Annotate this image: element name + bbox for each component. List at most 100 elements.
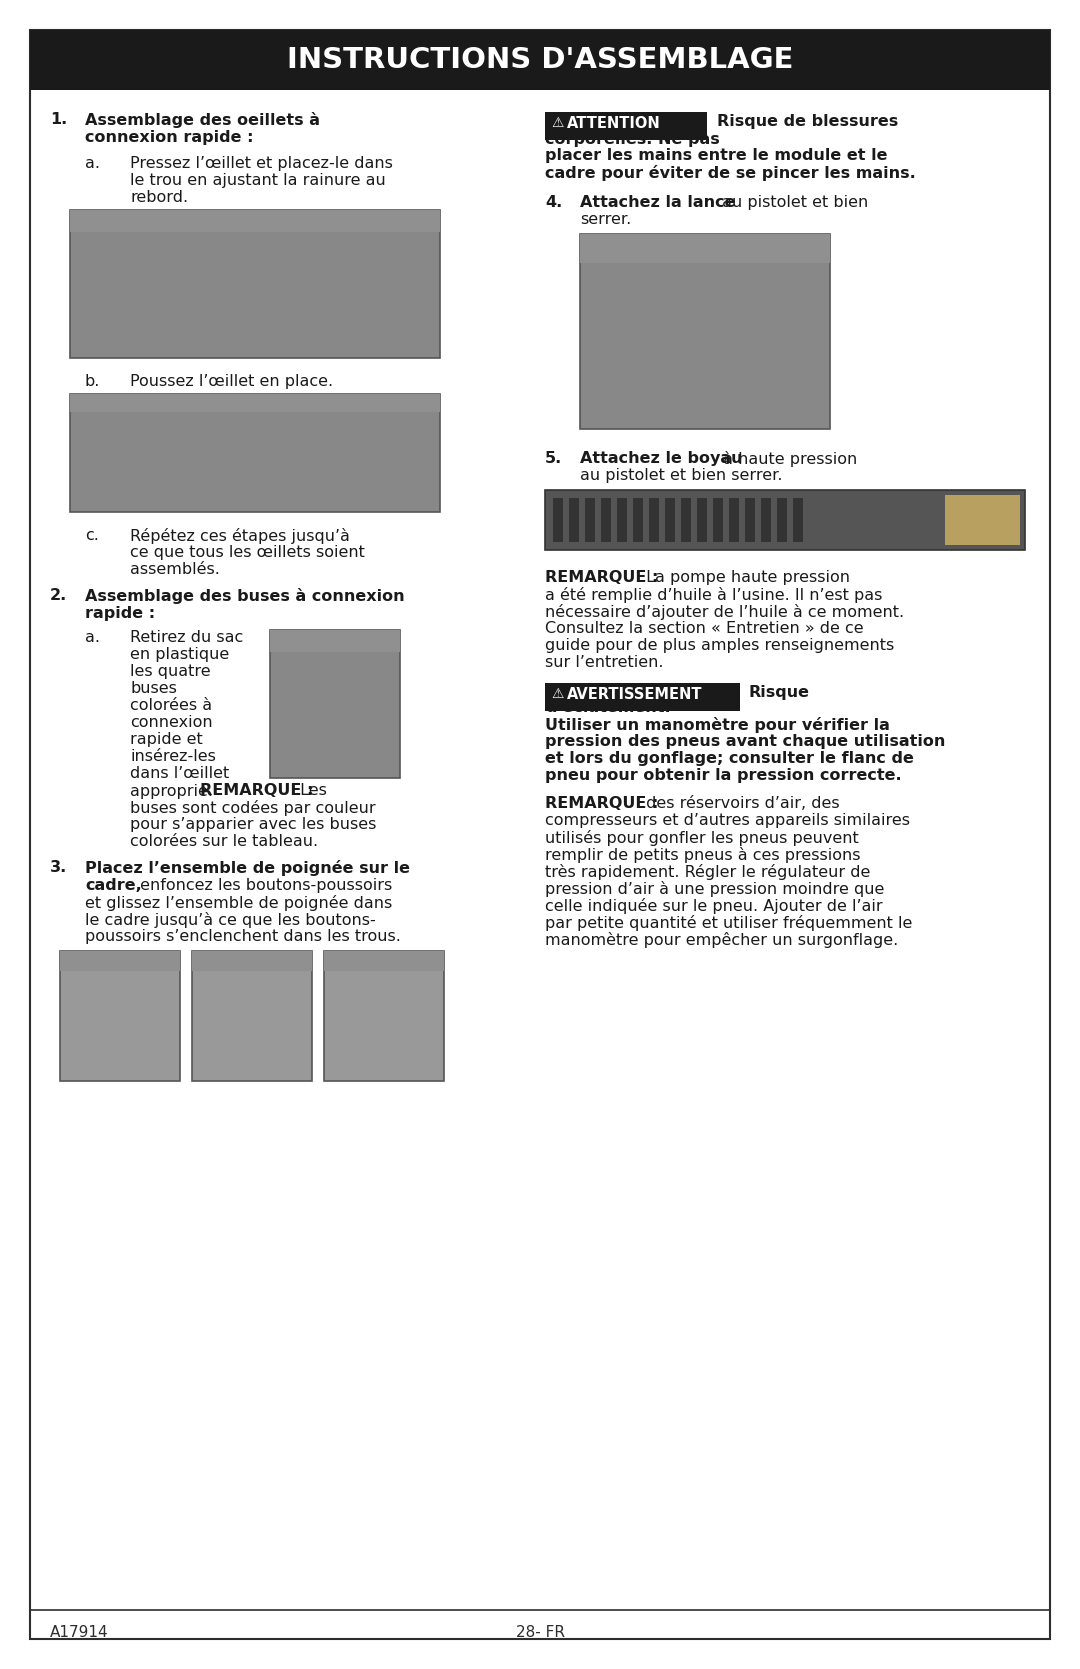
- Text: 28- FR: 28- FR: [515, 1626, 565, 1641]
- Text: dans l’œillet: dans l’œillet: [130, 766, 229, 781]
- Bar: [70, 210, 440, 357]
- Text: connexion rapide :: connexion rapide :: [85, 130, 254, 145]
- Bar: [761, 497, 771, 542]
- Text: pour s’apparier avec les buses: pour s’apparier avec les buses: [130, 818, 376, 833]
- Text: colorées sur le tableau.: colorées sur le tableau.: [130, 834, 319, 850]
- Text: Pressez l’œillet et placez-le dans: Pressez l’œillet et placez-le dans: [130, 155, 393, 170]
- Text: approprié.: approprié.: [130, 783, 218, 799]
- Bar: [553, 497, 563, 542]
- Text: Utiliser un manomètre pour vérifier la: Utiliser un manomètre pour vérifier la: [545, 718, 890, 733]
- Text: assemblés.: assemblés.: [130, 562, 220, 577]
- Text: buses sont codées par couleur: buses sont codées par couleur: [130, 799, 376, 816]
- Text: ⚠: ⚠: [551, 117, 564, 130]
- Bar: [665, 497, 675, 542]
- Text: enfoncez les boutons-poussoirs: enfoncez les boutons-poussoirs: [135, 878, 392, 893]
- Text: cadre,: cadre,: [85, 878, 141, 893]
- Bar: [585, 497, 595, 542]
- Bar: [713, 497, 723, 542]
- Text: rebord.: rebord.: [130, 190, 188, 205]
- Text: placer les mains entre le module et le: placer les mains entre le module et le: [545, 149, 888, 164]
- Text: en plastique: en plastique: [130, 648, 229, 663]
- Text: Risque de blessures: Risque de blessures: [717, 113, 899, 129]
- Text: guide pour de plus amples renseignements: guide pour de plus amples renseignements: [545, 638, 894, 653]
- Bar: [324, 951, 444, 970]
- Text: pression d’air à une pression moindre que: pression d’air à une pression moindre qu…: [545, 881, 885, 896]
- Bar: [545, 683, 740, 711]
- Bar: [270, 629, 400, 653]
- Text: manomètre pour empêcher un surgonflage.: manomètre pour empêcher un surgonflage.: [545, 931, 899, 948]
- Bar: [60, 951, 180, 970]
- Text: cadre pour éviter de se pincer les mains.: cadre pour éviter de se pincer les mains…: [545, 165, 916, 180]
- Text: pression des pneus avant chaque utilisation: pression des pneus avant chaque utilisat…: [545, 734, 945, 749]
- Bar: [545, 491, 1025, 551]
- Text: INSTRUCTIONS D'ASSEMBLAGE: INSTRUCTIONS D'ASSEMBLAGE: [287, 47, 793, 73]
- Text: Consultez la section « Entretien » de ce: Consultez la section « Entretien » de ce: [545, 621, 864, 636]
- Text: 4.: 4.: [545, 195, 563, 210]
- Bar: [70, 210, 440, 232]
- Bar: [192, 951, 312, 970]
- Text: Retirez du sac: Retirez du sac: [130, 629, 243, 644]
- Text: rapide et: rapide et: [130, 733, 203, 748]
- Bar: [793, 497, 804, 542]
- Bar: [60, 951, 180, 1082]
- Bar: [649, 497, 659, 542]
- Bar: [324, 951, 444, 1082]
- Text: Risque: Risque: [748, 684, 809, 699]
- Text: ⚠: ⚠: [551, 688, 564, 701]
- Text: et glissez l’ensemble de poignée dans: et glissez l’ensemble de poignée dans: [85, 895, 392, 911]
- Text: La pompe haute pression: La pompe haute pression: [642, 571, 850, 586]
- Text: des réservoirs d’air, des: des réservoirs d’air, des: [642, 796, 839, 811]
- Text: au pistolet et bien: au pistolet et bien: [717, 195, 868, 210]
- Text: insérez-les: insérez-les: [130, 749, 216, 764]
- Bar: [580, 234, 831, 264]
- Text: A17914: A17914: [50, 1626, 109, 1641]
- Bar: [270, 629, 400, 778]
- Text: b.: b.: [85, 374, 100, 389]
- Text: très rapidement. Régler le régulateur de: très rapidement. Régler le régulateur de: [545, 865, 870, 880]
- Text: 5.: 5.: [545, 451, 563, 466]
- Text: REMARQUE :: REMARQUE :: [200, 783, 313, 798]
- Text: Attachez la lance: Attachez la lance: [580, 195, 735, 210]
- Text: compresseurs et d’autres appareils similaires: compresseurs et d’autres appareils simil…: [545, 813, 910, 828]
- Text: Attachez le boyau: Attachez le boyau: [580, 451, 743, 466]
- Text: ATTENTION: ATTENTION: [567, 117, 661, 130]
- Text: corporelles. Ne pas: corporelles. Ne pas: [545, 132, 719, 147]
- Text: par petite quantité et utiliser fréquemment le: par petite quantité et utiliser fréquemm…: [545, 915, 913, 931]
- Text: sur l’entretien.: sur l’entretien.: [545, 654, 663, 669]
- Text: 3.: 3.: [50, 860, 67, 875]
- Text: celle indiquée sur le pneu. Ajouter de l’air: celle indiquée sur le pneu. Ajouter de l…: [545, 898, 882, 915]
- Text: colorées à: colorées à: [130, 698, 212, 713]
- Text: remplir de petits pneus à ces pressions: remplir de petits pneus à ces pressions: [545, 846, 861, 863]
- Bar: [70, 394, 440, 512]
- Text: et lors du gonflage; consulter le flanc de: et lors du gonflage; consulter le flanc …: [545, 751, 914, 766]
- Text: le trou en ajustant la rainure au: le trou en ajustant la rainure au: [130, 174, 386, 189]
- Bar: [729, 497, 739, 542]
- Text: REMARQUE :: REMARQUE :: [545, 796, 659, 811]
- Text: Poussez l’œillet en place.: Poussez l’œillet en place.: [130, 374, 333, 389]
- Text: Répétez ces étapes jusqu’à: Répétez ces étapes jusqu’à: [130, 527, 350, 544]
- Bar: [745, 497, 755, 542]
- Text: buses: buses: [130, 681, 177, 696]
- Text: a.: a.: [85, 155, 100, 170]
- Text: 1.: 1.: [50, 112, 67, 127]
- Text: rapide :: rapide :: [85, 606, 156, 621]
- Bar: [192, 951, 312, 1082]
- Text: a.: a.: [85, 629, 100, 644]
- Bar: [617, 497, 627, 542]
- Bar: [600, 497, 611, 542]
- Text: utilisés pour gonfler les pneus peuvent: utilisés pour gonfler les pneus peuvent: [545, 829, 859, 846]
- Bar: [681, 497, 691, 542]
- Text: poussoirs s’enclenchent dans les trous.: poussoirs s’enclenchent dans les trous.: [85, 930, 401, 945]
- Text: c.: c.: [85, 527, 99, 542]
- Bar: [569, 497, 579, 542]
- Text: Les: Les: [295, 783, 327, 798]
- Text: Assemblage des buses à connexion: Assemblage des buses à connexion: [85, 587, 405, 604]
- Bar: [70, 394, 440, 412]
- Bar: [697, 497, 707, 542]
- Text: les quatre: les quatre: [130, 664, 211, 679]
- Bar: [777, 497, 787, 542]
- Bar: [945, 496, 1020, 546]
- Text: REMARQUE :: REMARQUE :: [545, 571, 659, 586]
- Text: AVERTISSEMENT: AVERTISSEMENT: [567, 688, 702, 703]
- Text: a été remplie d’huile à l’usine. Il n’est pas: a été remplie d’huile à l’usine. Il n’es…: [545, 587, 882, 603]
